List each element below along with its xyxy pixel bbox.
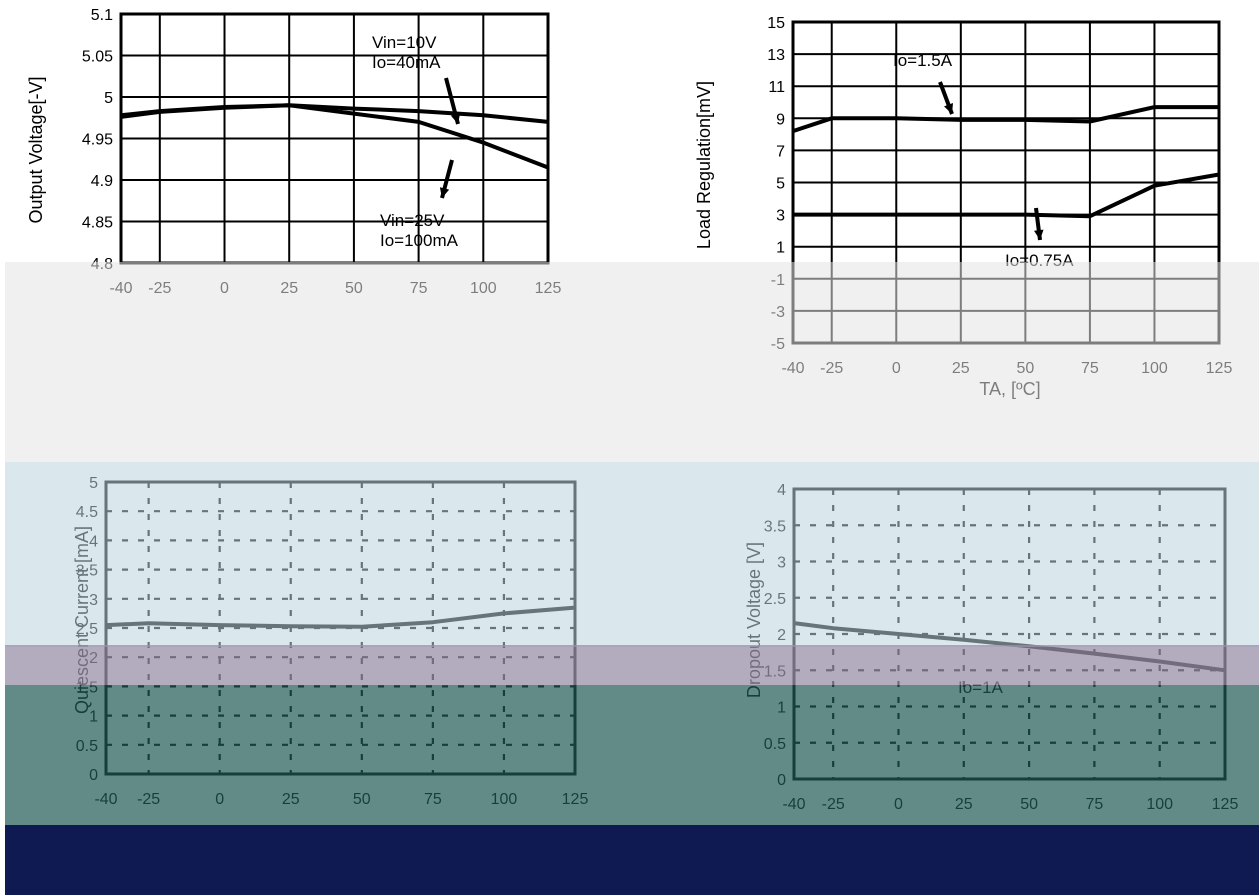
series-annotation: Vin=10V	[372, 33, 437, 52]
y-tick-label: 4.9	[91, 173, 113, 190]
artifact-band	[5, 825, 1259, 895]
series-annotation: Io=40mA	[372, 53, 441, 72]
series-line	[793, 172, 1220, 219]
artifact-band	[5, 262, 1259, 462]
arrow-head	[944, 103, 954, 114]
y-tick-label: 9	[776, 111, 785, 128]
y-tick-label: 1	[776, 240, 785, 257]
y-tick-label: 4.85	[82, 215, 113, 232]
series-line	[120, 103, 549, 170]
series-annotation: Io=1.5A	[893, 51, 953, 70]
y-tick-label: 15	[767, 15, 785, 32]
arrow-head	[1034, 229, 1044, 240]
scan-artifact-bands	[5, 262, 1259, 895]
y-tick-label: 5	[776, 176, 785, 193]
y-tick-label: 11	[768, 79, 785, 96]
artifact-band	[5, 462, 1259, 647]
series-annotation: Io=100mA	[380, 231, 459, 250]
chart-output-voltage: -40-2502550751001255.15.0554.954.94.854.…	[26, 7, 561, 297]
y-tick-label: 3	[776, 208, 785, 225]
y-tick-label: 5.1	[91, 7, 113, 24]
artifact-band	[5, 685, 1259, 825]
artifact-band	[5, 645, 1259, 685]
series-line	[792, 105, 1219, 133]
arrow-head	[450, 113, 461, 124]
y-tick-label: 7	[776, 143, 785, 160]
arrow-head	[439, 187, 450, 198]
y-axis-label: Output Voltage[-V]	[26, 76, 46, 223]
y-tick-label: 5	[104, 90, 113, 107]
y-tick-label: 13	[767, 47, 785, 64]
series-annotation: Vin=25V	[380, 211, 445, 230]
y-tick-label: 4.95	[82, 132, 113, 149]
y-axis-label: Load Regulation[mV]	[694, 81, 714, 249]
y-tick-label: 5.05	[82, 49, 113, 66]
